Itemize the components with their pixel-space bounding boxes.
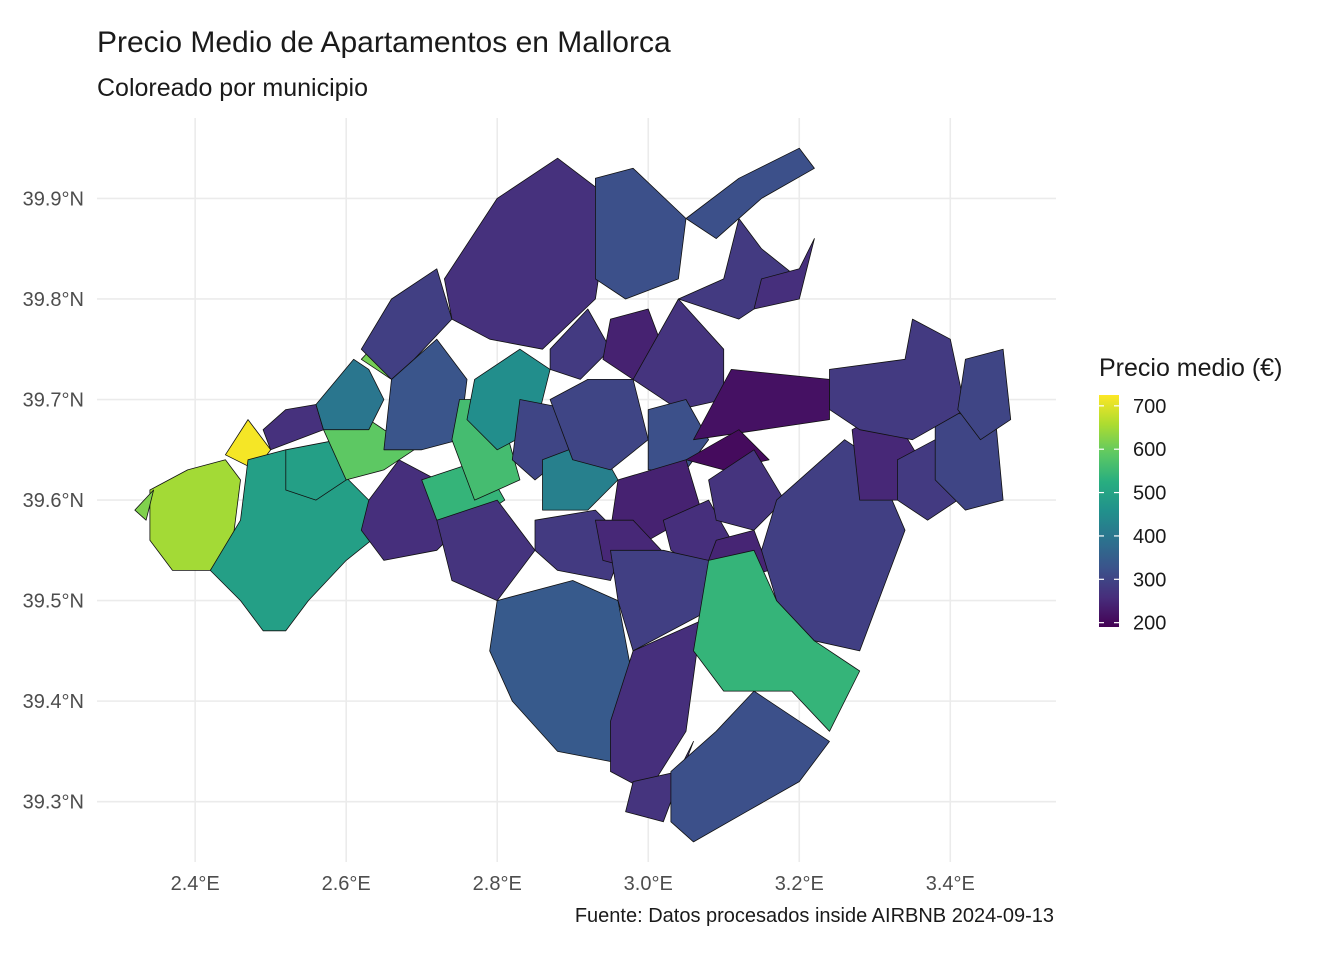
municipality-regions: [134, 147, 1012, 843]
legend-tick-label-4: 300: [1133, 569, 1166, 591]
chart-title: Precio Medio de Apartamentos en Mallorca: [97, 26, 671, 59]
municipality-13: [436, 499, 536, 601]
municipality-21: [595, 167, 687, 300]
y-tick-label-3: 39.6°N: [23, 490, 84, 512]
legend-tick-label-5: 200: [1133, 613, 1166, 635]
legend-colorbar: [1099, 395, 1119, 627]
y-tick-label-5: 39.4°N: [23, 691, 84, 713]
municipality-46: [829, 318, 966, 441]
y-axis: 39.9°N 39.8°N 39.7°N 39.6°N 39.5°N 39.4°N 39.3…: [23, 188, 84, 813]
y-tick-label-0: 39.9°N: [23, 188, 84, 210]
legend-tick-label-3: 400: [1133, 526, 1166, 548]
x-tick-label-3: 3.0°E: [624, 873, 673, 895]
municipality-7: [315, 358, 385, 431]
x-axis: 2.4°E 2.6°E 2.8°E 3.0°E 3.2°E 3.4°E: [171, 873, 975, 895]
x-tick-label-1: 2.6°E: [322, 873, 371, 895]
legend-tick-label-2: 500: [1133, 483, 1166, 505]
municipality-41: [693, 549, 861, 732]
municipality-35: [708, 449, 785, 531]
y-tick-label-1: 39.8°N: [23, 289, 84, 311]
municipality-40: [670, 690, 830, 843]
x-tick-label-2: 2.8°E: [473, 873, 522, 895]
x-tick-label-5: 3.4°E: [926, 873, 975, 895]
chart-subtitle: Coloreado por municipio: [97, 74, 368, 102]
legend-title: Precio medio (€): [1099, 354, 1282, 382]
municipality-20: [443, 157, 611, 350]
municipality-22: [549, 308, 611, 380]
municipality-27: [753, 238, 815, 310]
y-tick-label-6: 39.3°N: [23, 792, 84, 814]
x-tick-label-0: 2.4°E: [171, 873, 220, 895]
legend-tick-label-1: 600: [1133, 439, 1166, 461]
y-tick-label-4: 39.5°N: [23, 591, 84, 613]
legend-ticks: 700 600 500 400 300 200: [1099, 396, 1166, 635]
municipality-6: [262, 404, 324, 451]
municipality-47: [957, 348, 1012, 441]
x-tick-label-4: 3.2°E: [775, 873, 824, 895]
legend-tick-label-0: 700: [1133, 396, 1166, 418]
legend: Precio medio (€) 700 600 500 400 300 200: [1099, 354, 1282, 635]
y-tick-label-2: 39.7°N: [23, 390, 84, 412]
municipality-26: [685, 147, 815, 240]
chart-caption: Fuente: Datos procesados inside AIRBNB 2…: [574, 905, 1054, 927]
municipality-1: [134, 489, 155, 521]
municipality-25: [678, 218, 800, 320]
